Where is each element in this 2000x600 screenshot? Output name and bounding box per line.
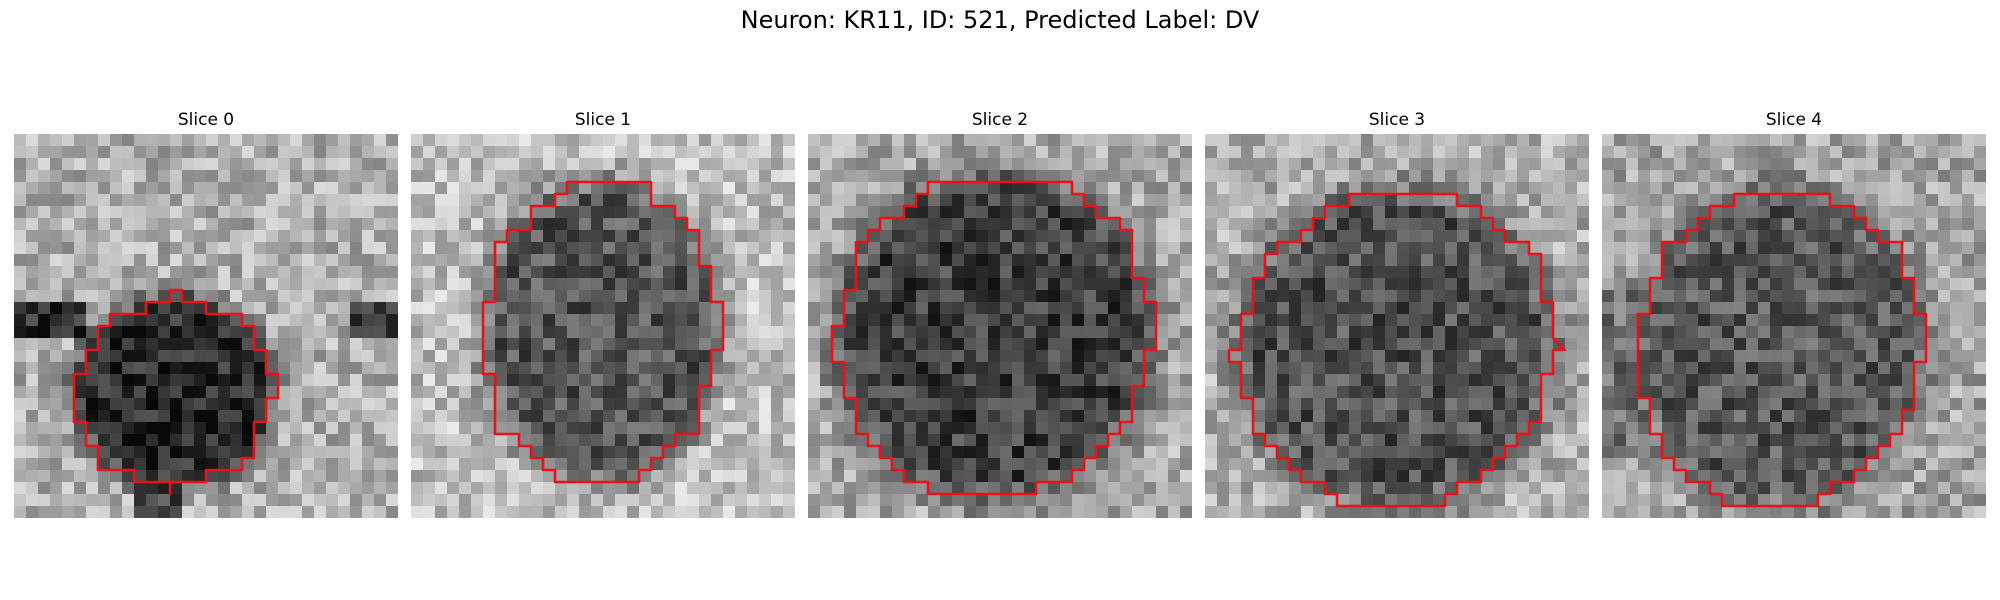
- slice-panel-2: Slice 2: [808, 108, 1192, 518]
- slice-image-2: [808, 134, 1192, 518]
- segmentation-contour: [1227, 192, 1567, 508]
- slice-title-0: Slice 0: [177, 110, 235, 130]
- slice-image-4: [1602, 134, 1986, 518]
- segmentation-contour: [830, 180, 1158, 496]
- pixel-grid: [1205, 134, 1589, 518]
- slice-panel-3: Slice 3: [1205, 108, 1589, 518]
- slice-title-2: Slice 2: [971, 110, 1029, 130]
- slice-title-3: Slice 3: [1368, 110, 1426, 130]
- slice-title-1: Slice 1: [574, 110, 632, 130]
- pixel-grid: [808, 134, 1192, 518]
- slice-panel-0: Slice 0: [14, 108, 398, 518]
- pixel-grid: [14, 134, 398, 518]
- pixel-grid: [1602, 134, 1986, 518]
- figure-title: Neuron: KR11, ID: 521, Predicted Label: …: [740, 6, 1260, 34]
- segmentation-contour: [1636, 192, 1928, 508]
- slice-panel-1: Slice 1: [411, 108, 795, 518]
- slice-panel-4: Slice 4: [1602, 108, 1986, 518]
- segmentation-contour: [72, 288, 280, 496]
- slice-image-1: [411, 134, 795, 518]
- pixel-grid: [411, 134, 795, 518]
- slice-image-3: [1205, 134, 1589, 518]
- slice-title-4: Slice 4: [1765, 110, 1823, 130]
- slice-image-0: [14, 134, 398, 518]
- segmentation-contour: [481, 180, 725, 484]
